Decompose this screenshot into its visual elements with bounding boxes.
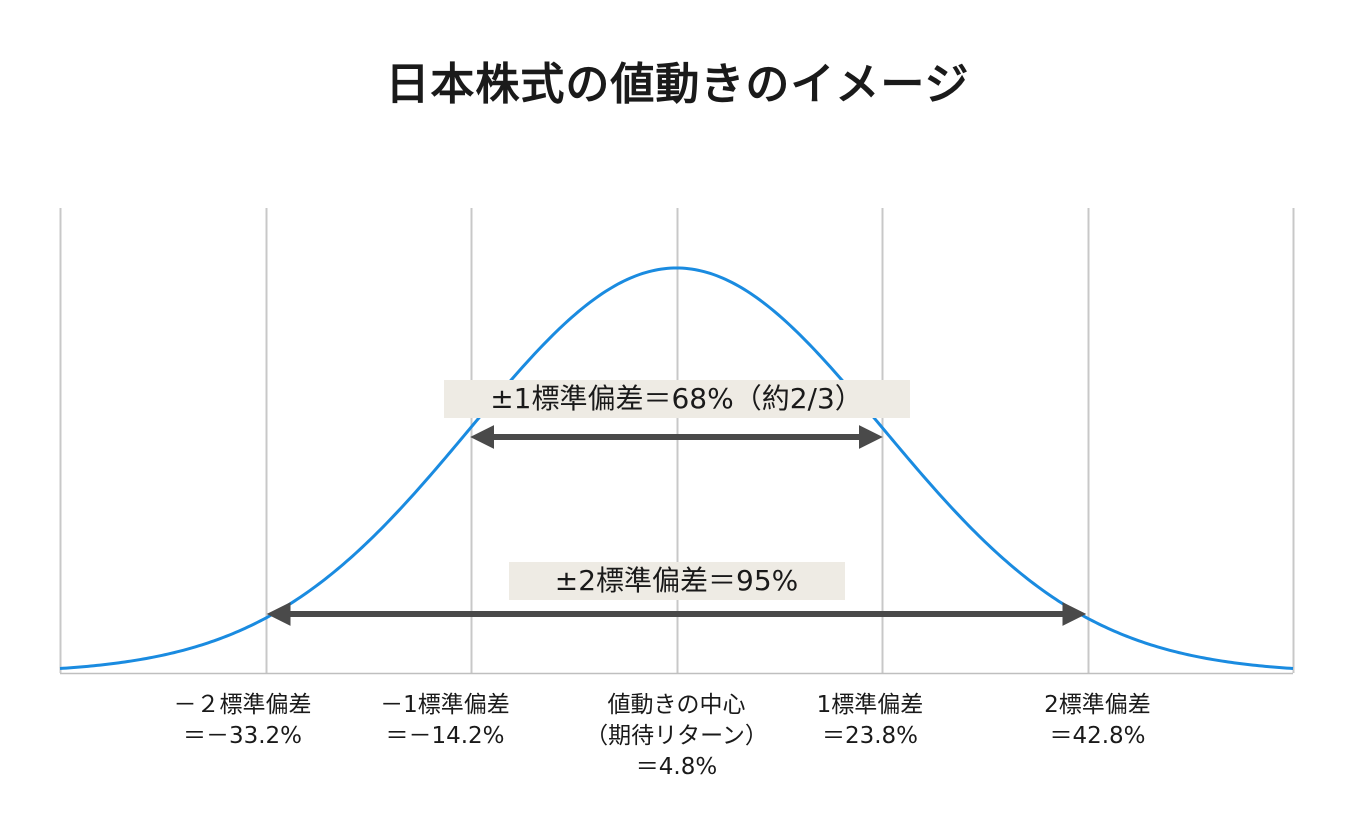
x-tick-label: －２標準偏差 ＝－33.2%: [173, 692, 312, 749]
x-tick-label: 1標準偏差 ＝23.8%: [816, 692, 924, 749]
range-label-1: ±1標準偏差＝68%（約2/3）: [443, 380, 910, 418]
x-tick-label: 2標準偏差 ＝42.8%: [1044, 692, 1151, 749]
range-label-2: ±2標準偏差＝95%: [508, 562, 845, 600]
distribution-curve: [59, 266, 1294, 670]
x-tick-label: 値動きの中心 （期待リターン） ＝4.8%: [585, 692, 768, 780]
x-tick-label: －1標準偏差 ＝－14.2%: [380, 692, 510, 749]
chart-title: 日本株式の値動きのイメージ: [385, 59, 970, 110]
